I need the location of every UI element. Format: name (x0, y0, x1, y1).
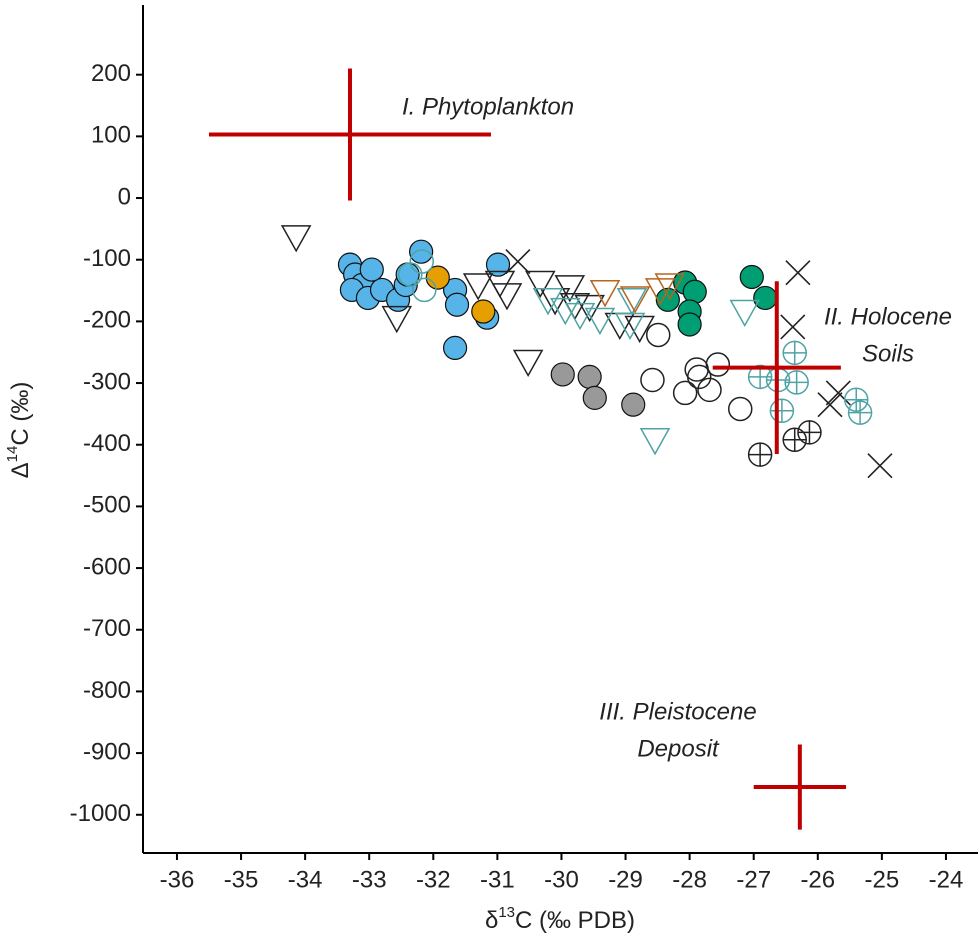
point (784, 370, 809, 395)
y-tick-label: -400 (83, 430, 131, 457)
point (381, 305, 413, 334)
annotation: III. Pleistocene (599, 698, 756, 725)
x-tick-label: -36 (160, 866, 195, 893)
point (728, 396, 753, 422)
point (747, 442, 773, 467)
annotation: Soils (862, 340, 914, 367)
point (462, 273, 494, 301)
point (525, 270, 556, 299)
point (532, 288, 564, 316)
point (655, 287, 680, 312)
point (491, 283, 523, 311)
point (397, 262, 423, 287)
point (619, 286, 651, 314)
point (425, 265, 450, 290)
point (442, 335, 468, 361)
y-tick-label: -500 (83, 492, 131, 519)
x-tick-label: -32 (416, 866, 451, 893)
point (444, 292, 470, 317)
x-label-post: C (‰ PDB) (515, 907, 635, 934)
point (645, 322, 671, 348)
y-tick-label: -800 (83, 677, 131, 704)
point (729, 299, 761, 328)
point (785, 260, 811, 286)
point (505, 248, 531, 275)
y-label-post: C (‰) (7, 382, 34, 446)
point (753, 285, 778, 311)
point (616, 288, 648, 316)
y-tick-label: 0 (118, 183, 131, 210)
point (782, 340, 807, 366)
x-tick-label: -27 (736, 866, 771, 893)
point (782, 427, 807, 452)
point (550, 297, 581, 326)
y-tick-label: -200 (83, 307, 131, 334)
x-tick-label: -29 (608, 866, 643, 893)
point (797, 420, 822, 445)
x-label-sup: 13 (498, 904, 515, 921)
x-tick-label: -28 (672, 866, 707, 893)
point (582, 385, 607, 410)
point (769, 398, 795, 423)
point (584, 307, 616, 336)
point (697, 377, 722, 403)
y-tick-label: 200 (91, 60, 131, 87)
x-tick-label: -30 (544, 866, 579, 893)
y-tick-label: -600 (83, 553, 131, 580)
point (640, 367, 665, 393)
y-tick-label: -100 (83, 245, 131, 272)
point (412, 277, 437, 303)
point (686, 364, 712, 390)
x-tick-label: -35 (224, 866, 259, 893)
point (677, 312, 702, 337)
point (614, 312, 646, 340)
x-tick-label: -25 (865, 866, 900, 893)
point (512, 349, 544, 378)
point (280, 225, 312, 253)
y-tick-label: -1000 (70, 800, 131, 827)
annotation: II. Holocene (824, 303, 952, 330)
point (359, 257, 384, 282)
point (705, 352, 731, 377)
y-tick-label: 100 (91, 122, 131, 149)
y-tick-label: -300 (83, 368, 131, 395)
point (847, 400, 873, 425)
x-tick-label: -31 (480, 866, 515, 893)
y-axis-label: Δ14C (‰) (4, 382, 34, 479)
point (739, 264, 764, 290)
annotation: Deposit (637, 735, 720, 762)
point (589, 280, 621, 308)
x-tick-label: -33 (352, 866, 387, 893)
annotation: I. Phytoplankton (402, 93, 574, 120)
point (644, 278, 676, 306)
point (624, 315, 655, 344)
point (639, 428, 671, 456)
point (825, 380, 851, 406)
y-tick-label: -700 (83, 615, 131, 642)
y-tick-label: -900 (83, 738, 131, 765)
point (684, 357, 709, 382)
y-label-pre: Δ (7, 462, 34, 478)
point (780, 314, 806, 340)
point (564, 302, 596, 331)
point (409, 239, 434, 264)
point (817, 392, 843, 418)
point (485, 252, 511, 277)
point (843, 387, 869, 412)
point (471, 299, 496, 324)
point (867, 453, 893, 479)
point (654, 273, 686, 301)
x-tick-label: -34 (288, 866, 323, 893)
point (577, 364, 602, 389)
x-tick-label: -26 (800, 866, 835, 893)
y-label-sup: 14 (4, 446, 21, 463)
x-tick-label: -24 (929, 866, 964, 893)
point (621, 392, 646, 417)
x-label-pre: δ (485, 907, 498, 934)
x-axis-label: δ13C (‰ PDB) (485, 904, 635, 934)
point (550, 362, 575, 387)
point (672, 380, 698, 406)
